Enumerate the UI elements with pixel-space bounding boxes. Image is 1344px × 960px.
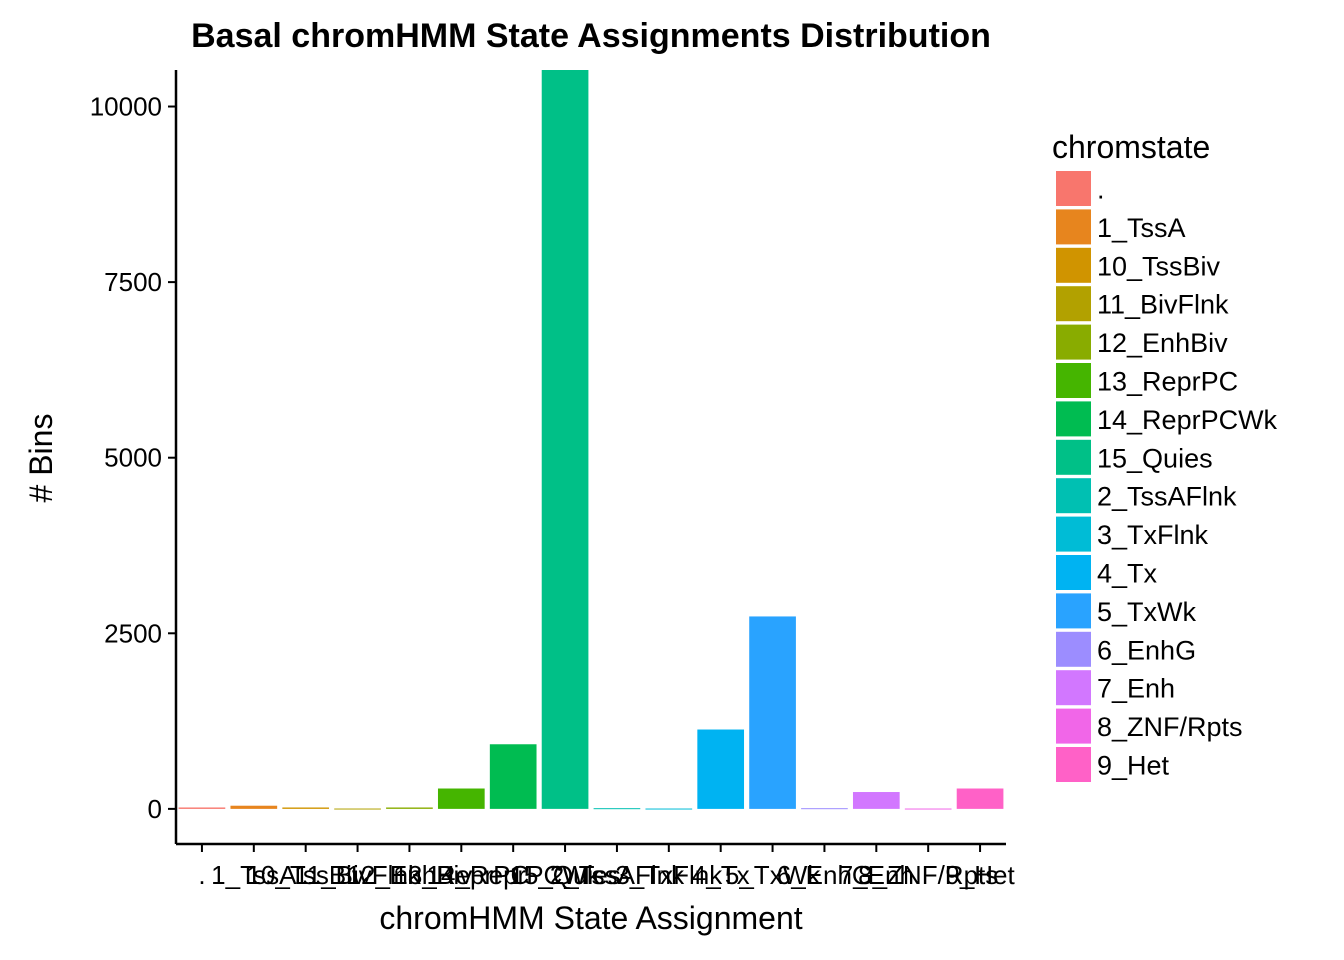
x-axis-title: chromHMM State Assignment [379,900,802,936]
bar [437,788,485,809]
legend-label: 2_TssAFlnk [1097,482,1237,512]
x-tick-label: 14_ReprPCWk [426,860,600,890]
legend-swatch [1056,631,1091,667]
x-tick-label: 10_TssBiv [246,860,365,890]
legend-swatch [1056,401,1091,437]
bar [904,808,952,810]
legend-swatch [1056,286,1091,322]
x-tick-label: 1_TssA [211,860,297,890]
x-tick-label: 5_TxWk [725,860,821,890]
plot-area: 0 2500 5000 7500 10000. 1_TssA10_TssBiv11_Biv… [90,70,1016,890]
legend-label: 3_TxFlnk [1097,520,1209,550]
legend-swatch [1056,439,1091,475]
legend-swatch [1056,478,1091,514]
legend-label: 15_Quies [1097,443,1213,473]
legend-label: 14_ReprPCWk [1097,405,1278,435]
legend-title: chromstate [1052,129,1210,165]
legend-label: 9_Het [1097,751,1170,781]
legend-swatch [1056,708,1091,744]
legend-label: 1_TssA [1097,213,1186,243]
x-tick-label: . [198,860,205,890]
x-tick-label: 8_ZNF/Rpts [858,860,998,890]
chart-title: Basal chromHMM State Assignments Distrib… [191,17,991,55]
bar [749,616,796,809]
legend-swatch [1056,516,1091,552]
legend-label: 12_EnhBiv [1097,328,1228,358]
bar [334,808,381,810]
x-tick-label: 11_BivFlnk [294,860,422,890]
legend-swatch [1056,324,1091,360]
legend-label: . [1097,175,1105,205]
legend-swatch [1056,209,1091,245]
bar [956,788,1004,809]
legend-label: 10_TssBiv [1097,251,1221,281]
legend-swatch [1056,555,1091,590]
legend-swatch [1056,593,1091,629]
legend-swatch [1056,171,1091,206]
legend-swatch [1056,247,1091,283]
x-tick-label: 7_Enh [839,860,914,890]
legend-swatch [1056,363,1091,398]
legend-label: 13_ReprPC [1097,367,1238,397]
y-tick-label: 2500 [104,618,162,648]
bar [541,70,589,809]
bar [697,729,745,809]
legend-label: 5_TxWk [1097,597,1197,627]
y-axis-title: # Bins [23,414,59,503]
legend-label: 4_Tx [1097,559,1158,589]
bar [386,807,433,809]
legend-label: 6_EnhG [1097,635,1196,665]
bar [801,808,848,810]
x-tick-label: 2_TssAFlnk [550,860,685,890]
x-tick-label: 9_Het [945,860,1015,890]
bar [178,807,226,809]
x-tick-label: 13_ReprPC [393,860,529,890]
bar [645,808,693,810]
legend-label: 7_Enh [1097,674,1175,704]
bar [489,744,537,809]
y-tick-label: 0 [148,794,162,824]
y-tick-label: 5000 [104,443,162,473]
x-tick-label: 12_EnhBiv [347,860,473,890]
x-tick-label: 15_Quies [509,860,620,890]
legend-swatch [1056,747,1091,782]
legend: chromstate . 1_TssA 10_TssBiv 11_BivFlnk 12_… [1052,129,1278,782]
bar [852,792,900,809]
bar [282,807,330,809]
bar [593,808,641,810]
y-tick-label: 7500 [104,267,162,297]
legend-swatch [1056,670,1091,706]
legend-label: 8_ZNF/Rpts [1097,712,1243,742]
x-tick-label: 3_TxFlnk [615,860,723,890]
bar [230,805,278,809]
x-tick-label: 4_Tx [692,860,750,890]
x-tick-label: 6_EnhG [777,860,872,890]
legend-label: 11_BivFlnk [1097,290,1229,320]
y-tick-label: 10000 [90,92,162,122]
